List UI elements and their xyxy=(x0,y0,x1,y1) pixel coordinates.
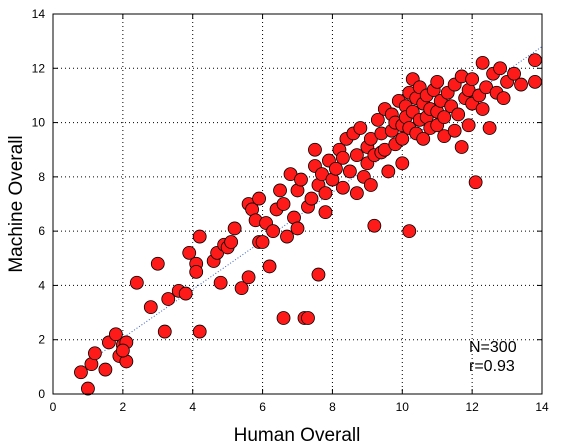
data-point xyxy=(430,74,445,89)
data-point xyxy=(301,311,315,325)
data-point xyxy=(74,365,88,380)
data-point xyxy=(98,362,113,377)
data-point xyxy=(150,256,165,271)
y-tick-label: 8 xyxy=(38,170,45,184)
data-point xyxy=(447,123,462,138)
data-point xyxy=(514,77,528,92)
data-point xyxy=(143,300,158,315)
data-point xyxy=(468,175,483,190)
data-point xyxy=(336,180,350,195)
data-point xyxy=(115,343,130,358)
y-tick-label: 14 xyxy=(32,7,46,21)
data-point xyxy=(276,311,291,325)
data-point xyxy=(192,229,207,244)
annotation-n: N=300 xyxy=(469,339,517,356)
x-tick-label: 8 xyxy=(329,400,336,414)
y-tick-label: 6 xyxy=(38,224,45,238)
x-tick-label: 2 xyxy=(120,400,127,414)
data-point xyxy=(108,327,123,342)
data-point xyxy=(336,150,350,165)
data-point xyxy=(349,186,364,201)
data-point xyxy=(311,267,326,282)
data-point xyxy=(189,264,204,279)
data-point xyxy=(342,164,357,179)
data-point xyxy=(381,164,396,179)
data-point xyxy=(129,275,144,290)
data-point xyxy=(294,172,308,187)
data-points xyxy=(74,53,542,396)
data-point xyxy=(363,178,378,192)
y-tick-label: 2 xyxy=(38,333,45,347)
x-tick-label: 4 xyxy=(189,400,196,414)
data-point xyxy=(465,72,480,87)
data-point xyxy=(88,346,102,361)
data-point xyxy=(451,107,466,122)
x-tick-label: 0 xyxy=(50,400,57,414)
data-point xyxy=(304,191,319,206)
y-tick-label: 4 xyxy=(38,278,45,292)
x-tick-label: 14 xyxy=(535,400,549,414)
data-point xyxy=(416,131,431,146)
data-point xyxy=(318,205,333,220)
data-point xyxy=(234,281,249,296)
data-point xyxy=(402,224,417,239)
data-point xyxy=(266,224,280,239)
data-point xyxy=(224,235,239,249)
x-tick-label: 10 xyxy=(396,400,410,414)
data-point xyxy=(367,218,382,233)
data-point xyxy=(255,235,270,249)
data-point xyxy=(227,221,242,236)
data-point xyxy=(528,53,542,68)
data-point xyxy=(178,286,193,301)
tick-labels: 0 2 4 6 8 10 12 14 0 2 4 6 8 10 12 14 xyxy=(32,7,549,414)
data-point xyxy=(507,66,521,81)
y-tick-label: 0 xyxy=(38,387,45,401)
data-point xyxy=(273,183,287,198)
data-point xyxy=(475,55,490,70)
data-point xyxy=(482,121,497,135)
data-point xyxy=(496,91,511,106)
plot-frame xyxy=(52,13,543,395)
data-point xyxy=(161,292,176,306)
data-point xyxy=(370,112,385,127)
data-point xyxy=(493,61,507,76)
y-tick-label: 12 xyxy=(32,61,46,75)
data-point xyxy=(280,229,294,244)
y-axis-label: Machine Overall xyxy=(6,135,27,272)
data-point xyxy=(81,381,95,396)
x-tick-label: 6 xyxy=(259,400,266,414)
data-point xyxy=(308,142,322,157)
data-point xyxy=(353,121,368,135)
data-point xyxy=(182,245,197,260)
data-point xyxy=(318,186,333,201)
data-point xyxy=(528,74,542,89)
data-point xyxy=(192,324,207,339)
data-point xyxy=(262,259,277,274)
data-point xyxy=(454,140,469,154)
data-point xyxy=(475,102,490,116)
x-tick-label: 12 xyxy=(465,400,479,414)
data-point xyxy=(241,270,256,285)
data-point xyxy=(213,275,228,290)
data-point xyxy=(329,161,343,176)
annotation-r: r=0.93 xyxy=(469,358,515,375)
data-point xyxy=(276,197,291,211)
data-point xyxy=(437,110,452,125)
data-point xyxy=(395,156,410,171)
data-point xyxy=(461,118,476,133)
data-point xyxy=(290,221,305,236)
x-axis-label: Human Overall xyxy=(234,425,361,444)
data-point xyxy=(252,191,266,206)
data-point xyxy=(349,148,364,163)
data-point xyxy=(157,324,172,339)
y-tick-label: 10 xyxy=(32,116,46,130)
axis-ticks xyxy=(52,13,543,395)
data-point xyxy=(395,131,410,146)
